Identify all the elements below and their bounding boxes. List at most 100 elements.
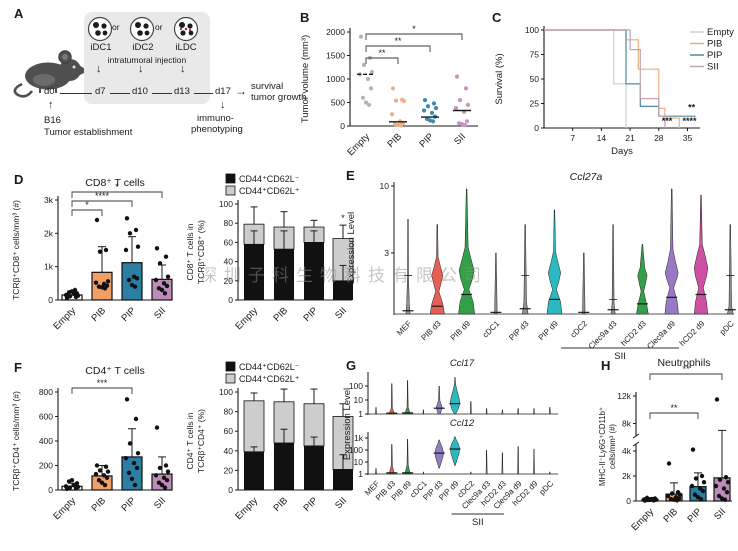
svg-text:Empty: Empty [345,131,372,158]
svg-text:1: 1 [358,409,363,419]
svg-text:CD44⁺CD62L⁻: CD44⁺CD62L⁻ [239,174,300,184]
svg-text:Empty: Empty [233,495,260,522]
svg-text:Clec9a d3: Clec9a d3 [587,319,619,351]
cd4-counts-chart: 0 200 400 600 800 TCRβ⁺CD4⁺ cells/mm³ (#) CD4⁺… [11,365,173,522]
vector-label-idc2: iDC2 [132,42,154,53]
svg-text:*: * [412,24,416,34]
timeline-d10: d10 [132,86,148,97]
svg-text:CD4⁺ T cells: CD4⁺ T cells [85,365,144,377]
svg-text:SII: SII [452,131,468,147]
svg-text:**: ** [378,48,386,58]
timeline-segment [60,93,92,94]
outcome-label-line1: survival [251,81,284,92]
svg-text:**: ** [688,102,696,112]
or-text: or [112,22,120,32]
svg-text:Empty: Empty [707,27,734,38]
svg-text:pDC: pDC [538,479,556,497]
svg-text:8k: 8k [622,419,632,429]
svg-text:20: 20 [224,465,234,475]
svg-text:40: 40 [224,257,234,267]
svg-text:100: 100 [219,387,233,397]
svg-text:Ccl12: Ccl12 [450,418,475,429]
svg-text:2000: 2000 [326,27,345,37]
svg-text:500: 500 [331,98,345,108]
immuno-label-line2: phenotyping [191,124,243,135]
svg-text:SII: SII [472,517,484,528]
svg-text:TCRβ⁺CD8⁺ cells/mm³ (#): TCRβ⁺CD8⁺ cells/mm³ (#) [11,200,21,300]
svg-text:100: 100 [349,381,363,391]
svg-text:**: ** [682,364,690,374]
ccl27a-violin-chart: 3 10 Expression Level Ccl27a MEF PIB d3 PIB d9… [346,171,736,362]
svg-text:0: 0 [48,295,53,305]
svg-text:4k: 4k [622,446,632,456]
panel-label-d: D [14,172,24,187]
cd8-memory-chart: 0 20 40 60 80 100 CD8⁺ T cells in TCRβ⁺CD8⁺ (%)… [185,173,354,332]
svg-text:80: 80 [224,407,234,417]
svg-text:*: * [115,182,119,192]
svg-text:1000: 1000 [326,74,345,84]
immuno-label-line1: immuno- [197,113,234,124]
svg-text:PIP: PIP [120,305,139,324]
down-arrow-icon: ↓ [180,63,186,75]
svg-text:10: 10 [380,181,390,191]
svg-text:PIB d3: PIB d3 [419,319,443,343]
timeline-segment [110,93,130,94]
svg-text:CD8⁺ T cells: CD8⁺ T cells [85,177,144,189]
svg-text:12k: 12k [617,391,631,401]
svg-text:CD4⁺ T cells in: CD4⁺ T cells in [185,412,195,469]
svg-text:10: 10 [354,457,364,467]
svg-text:**: ** [670,403,678,413]
svg-text:PIP: PIP [686,506,705,525]
panel-label-e: E [346,168,355,183]
svg-text:Expression Level: Expression Level [346,212,357,284]
svg-text:PIB d9: PIB d9 [449,319,473,343]
svg-text:TCRβ⁺CD4⁺ (%): TCRβ⁺CD4⁺ (%) [196,409,206,473]
b16-label: B16 [44,115,61,126]
svg-text:1500: 1500 [326,51,345,61]
svg-text:14: 14 [597,133,607,143]
svg-text:35: 35 [683,133,693,143]
svg-text:21: 21 [625,133,635,143]
svg-text:SII: SII [707,62,719,73]
svg-text:20: 20 [224,276,234,286]
svg-text:CD44⁺CD62L⁻: CD44⁺CD62L⁻ [239,362,300,372]
ildc-icon [173,16,199,42]
svg-text:3: 3 [384,248,389,258]
svg-text:TCRβ⁺CD8⁺ (%): TCRβ⁺CD8⁺ (%) [196,220,206,284]
svg-text:75: 75 [530,50,540,60]
svg-text:PIB: PIB [662,506,681,525]
timeline-segment [194,93,213,94]
svg-text:SII: SII [152,495,168,511]
dc-vector-icons [87,16,199,42]
panel-label-h: H [601,358,611,373]
down-arrow-icon: ↓ [96,63,102,75]
svg-text:100: 100 [219,199,233,209]
svg-text:0: 0 [228,295,233,305]
svg-text:60: 60 [224,237,234,247]
svg-text:10: 10 [354,395,364,405]
timeline-segment [152,93,172,94]
timeline-d0: d0 [44,86,55,97]
svg-text:SII: SII [712,506,728,522]
svg-text:MEF: MEF [395,319,413,337]
svg-text:3k: 3k [44,195,54,205]
svg-text:**: ** [394,36,402,46]
timeline-d7: d7 [95,86,106,97]
svg-text:PIB: PIB [272,495,291,514]
svg-text:2k: 2k [622,471,632,481]
svg-text:MHC-II⁻Ly6G⁺CD11b⁺: MHC-II⁻Ly6G⁺CD11b⁺ [598,407,607,486]
svg-text:25: 25 [530,99,540,109]
svg-text:600: 600 [39,412,53,422]
outcome-label-line2: tumor growth [251,92,307,103]
svg-text:***: *** [97,378,108,388]
svg-text:Empty: Empty [51,305,78,332]
down-arrow-icon: ↓ [220,99,226,111]
svg-text:PIB: PIB [386,131,405,150]
svg-text:0: 0 [340,121,345,131]
cd4-memory-chart: 0 20 40 60 80 100 CD4⁺ T cells in TCRβ⁺CD4⁺ (%)… [185,361,354,522]
survival-chart: 0 25 50 75 100 7 14 21 28 35 Survival (%) Days Empty… [494,25,734,157]
svg-text:Empty: Empty [51,495,78,522]
mouse-icon [13,50,88,98]
